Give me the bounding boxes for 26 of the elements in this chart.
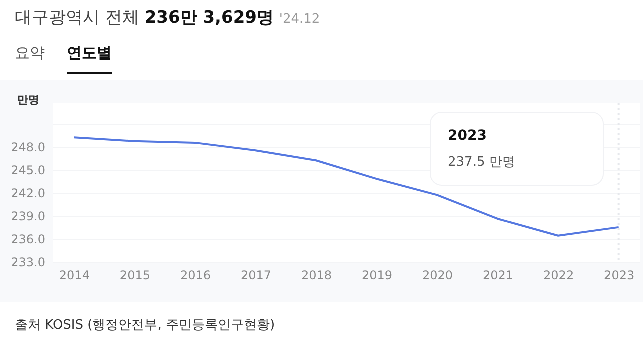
text: 요약 <box>15 44 45 64</box>
x-tick-label: 2019 <box>362 268 393 282</box>
x-tick-label: 2015 <box>120 268 150 282</box>
y-tick-label: 236.0 <box>11 232 46 246</box>
text: '24.12 <box>279 12 320 27</box>
y-tick-label: 245.0 <box>11 163 46 178</box>
source-note: 출처 KOSIS (행정안전부, 주민등록인구현황) <box>15 317 276 334</box>
x-tick-label: 2018 <box>301 268 332 282</box>
y-tick-label: 248.0 <box>11 140 46 154</box>
x-tick-label: 2014 <box>59 268 90 282</box>
x-tick-label: 2017 <box>240 268 272 282</box>
annotation: 237.5 만명 <box>448 154 516 171</box>
x-tick-label: 2021 <box>483 268 514 282</box>
y-tick-label: 242.0 <box>11 186 46 200</box>
y-tick-label: 239.0 <box>11 209 46 224</box>
x-tick-label: 2023 <box>604 268 635 282</box>
chart-subtitle: 236만 3,629명 <box>144 8 274 28</box>
chart-title: 대구광역시 전체 <box>15 8 140 28</box>
y-axis-title: 만명 <box>18 94 40 106</box>
annotation: 2023 <box>448 128 487 144</box>
y-tick-label: 233.0 <box>11 256 46 270</box>
x-tick-label: 2020 <box>422 268 454 282</box>
x-tick-label: 2022 <box>544 268 574 282</box>
tooltip-card: 2023 237.5 만명 <box>430 112 604 186</box>
text: 연도별 <box>67 44 112 74</box>
x-tick-label: 2016 <box>180 268 211 282</box>
